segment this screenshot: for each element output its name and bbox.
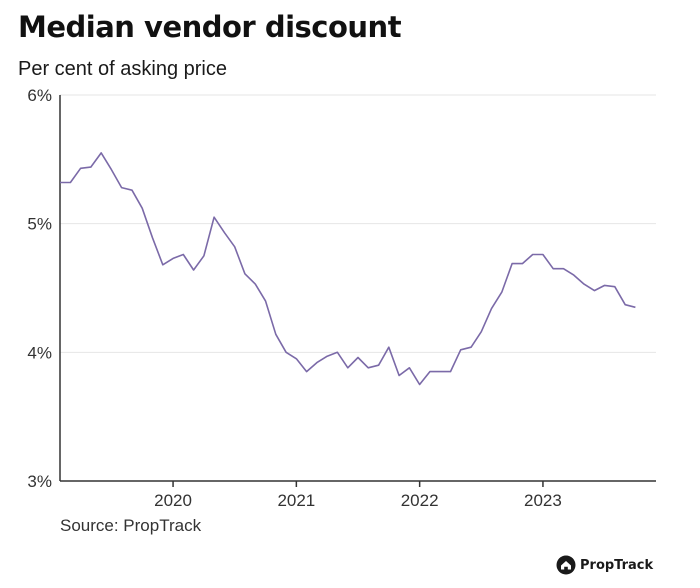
series-line — [60, 152, 636, 386]
house-logo-icon — [556, 555, 576, 575]
grid-lines — [60, 94, 656, 353]
x-tick-label: 2023 — [524, 491, 562, 510]
series-layer — [60, 152, 636, 386]
chart-title: Median vendor discount — [18, 10, 402, 44]
chart-subtitle: Per cent of asking price — [18, 58, 227, 80]
x-tick-label: 2022 — [401, 491, 439, 510]
x-tick-label: 2021 — [277, 491, 315, 510]
source-note: Source: PropTrack — [60, 516, 202, 535]
brand-name: PropTrack — [580, 557, 654, 573]
tick-labels: 3% 4% 5% 6% 2020 2021 2022 2023 — [27, 86, 561, 510]
y-tick-label: 6% — [27, 86, 52, 105]
axes — [59, 95, 656, 482]
y-tick-label: 5% — [27, 215, 52, 234]
brand-logo: PropTrack — [556, 555, 653, 575]
y-tick-label: 4% — [27, 343, 52, 362]
x-tick-label: 2020 — [154, 491, 192, 510]
y-tick-label: 3% — [27, 472, 52, 491]
